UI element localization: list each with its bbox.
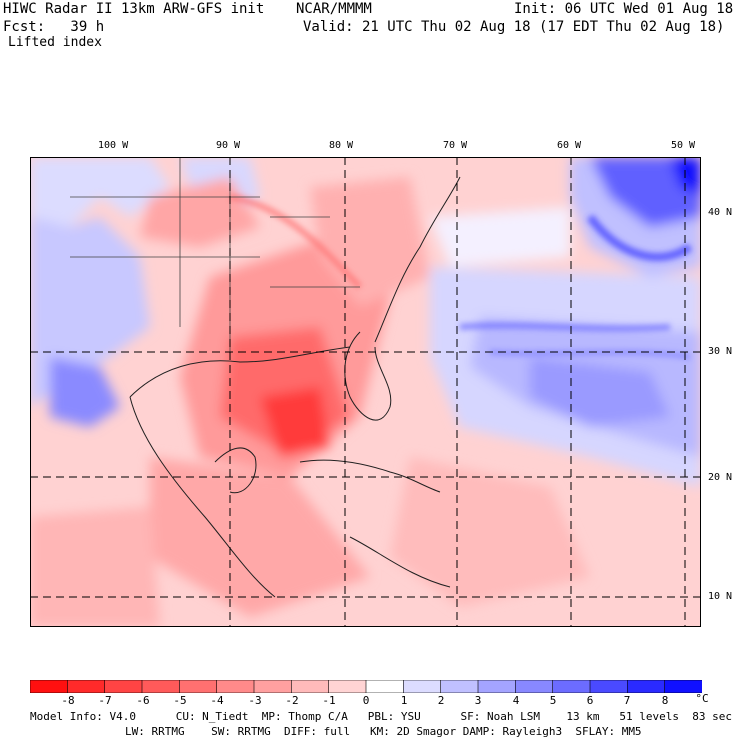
lat-label-20n: 20 N (708, 472, 733, 483)
colorbar-label-neg8: -8 (61, 694, 75, 707)
colorbar-label-4: 4 (512, 694, 520, 707)
florida-coast (344, 331, 392, 421)
colorbar-swatch (328, 680, 367, 693)
center-label: NCAR/MMMM (296, 1, 372, 17)
colorbar-swatch (141, 680, 181, 693)
colorbar-unit: °C (695, 692, 709, 705)
colorbar-swatch (291, 680, 330, 693)
colorbar-swatch (589, 680, 629, 693)
coastlines (129, 176, 461, 598)
lat-label-40n: 40 N (708, 207, 733, 218)
colorbar-label-neg2: -2 (285, 694, 299, 707)
lon-label-60w: 60 W (557, 140, 582, 151)
colorbar-label-3: 3 (474, 694, 482, 707)
colorbar-label-neg1: -1 (322, 694, 336, 707)
field-name: Lifted index (8, 35, 102, 50)
caribbean-coast (349, 536, 451, 588)
lon-label-70w: 70 W (443, 140, 468, 151)
colorbar-swatch (664, 680, 702, 693)
lat-label-10n: 10 N (708, 591, 733, 602)
colorbar-label-0: 0 (362, 694, 370, 707)
colorbar-label-neg3: -3 (248, 694, 262, 707)
cuba-coast (299, 459, 441, 493)
colorbar-label-5: 5 (549, 694, 557, 707)
lon-label-100w: 100 W (98, 140, 129, 151)
colorbar-label-8: 8 (661, 694, 669, 707)
lon-label-90w: 90 W (216, 140, 241, 151)
colorbar-label-6: 6 (586, 694, 594, 707)
lon-label-80w: 80 W (329, 140, 354, 151)
colorbar-swatch (403, 680, 442, 693)
colorbar-swatch (216, 680, 255, 693)
map-frame (30, 157, 701, 627)
mexico-coast (129, 396, 276, 598)
colorbar-swatch (67, 680, 106, 693)
model-title: HIWC Radar II 13km ARW-GFS init (3, 1, 265, 17)
colorbar-swatch (627, 680, 666, 693)
colorbar-label-neg4: -4 (210, 694, 224, 707)
instability-streaks (229, 194, 693, 360)
init-time: Init: 06 UTC Wed 01 Aug 18 (514, 1, 734, 17)
yucatan-coast (214, 447, 257, 494)
colorbar-swatch (104, 680, 143, 693)
latlon-grid (30, 157, 701, 627)
colorbar-swatch (515, 680, 554, 693)
valid-time: Valid: 21 UTC Thu 02 Aug 18 (17 EDT Thu … (303, 19, 725, 35)
model-info-line2: LW: RRTMG SW: RRTMG DIFF: full KM: 2D Sm… (125, 725, 642, 738)
colorbar-label-7: 7 (623, 694, 631, 707)
colorbar-swatch (552, 680, 591, 693)
colorbar-label-neg6: -6 (136, 694, 150, 707)
model-info-line1: Model Info: V4.0 CU: N_Tiedt MP: Thomp C… (30, 710, 732, 723)
lifted-index-map (30, 157, 701, 627)
colorbar (30, 680, 702, 693)
gulf-coast (129, 346, 351, 398)
colorbar-swatch (477, 680, 517, 693)
colorbar-label-2: 2 (437, 694, 445, 707)
lat-label-30n: 30 N (708, 346, 733, 357)
forecast-hour: Fcst: 39 h (3, 19, 105, 35)
colorbar-swatch (30, 680, 69, 693)
colorbar-swatch (440, 680, 479, 693)
colorbar-label-neg7: -7 (98, 694, 112, 707)
atlantic-coast (374, 176, 461, 343)
colorbar-swatch (179, 680, 218, 693)
colorbar-swatch (253, 680, 293, 693)
colorbar-swatch (365, 680, 405, 693)
colorbar-label-neg5: -5 (173, 694, 187, 707)
colorbar-label-1: 1 (400, 694, 408, 707)
lon-label-50w: 50 W (671, 140, 696, 151)
